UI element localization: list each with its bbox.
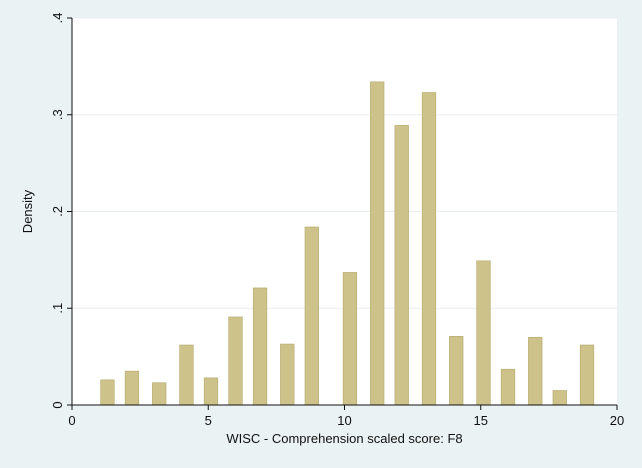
x-tick-label-4: 20	[610, 413, 624, 428]
bar-5	[228, 316, 243, 406]
bar-11	[394, 125, 409, 406]
bar-17	[552, 390, 567, 406]
bar-16	[528, 336, 543, 406]
bar-4	[203, 377, 219, 406]
bar-7	[280, 343, 295, 406]
bar-6	[252, 287, 268, 406]
x-tick-label-3: 15	[474, 413, 488, 428]
y-axis-title: Density	[20, 189, 35, 233]
bar-2	[152, 382, 167, 406]
y-tick-label-4: .4	[50, 13, 65, 24]
y-tick-label-2: .2	[50, 206, 65, 217]
y-tick-label-0: 0	[50, 401, 65, 408]
bar-14	[476, 260, 491, 406]
y-tick-label-1: .1	[50, 303, 65, 314]
bar-9	[342, 272, 358, 406]
bar-8	[304, 226, 319, 406]
bar-13	[449, 336, 464, 406]
bars	[100, 81, 595, 406]
x-tick-label-0: 0	[68, 413, 75, 428]
bar-0	[100, 379, 115, 406]
bar-1	[124, 370, 140, 406]
bar-18	[579, 344, 595, 406]
x-axis-title: WISC - Comprehension scaled score: F8	[226, 431, 462, 446]
axes	[67, 17, 618, 410]
y-tick-label-3: .3	[50, 109, 65, 120]
x-tick-label-2: 10	[337, 413, 351, 428]
x-tick-label-1: 5	[205, 413, 212, 428]
bar-15	[500, 368, 516, 406]
bar-3	[179, 344, 194, 406]
bar-12	[421, 92, 437, 406]
tick-labels: 0 5 10 15 20 0 .1 .2 .3 .4	[50, 13, 624, 428]
bar-10	[370, 81, 385, 406]
